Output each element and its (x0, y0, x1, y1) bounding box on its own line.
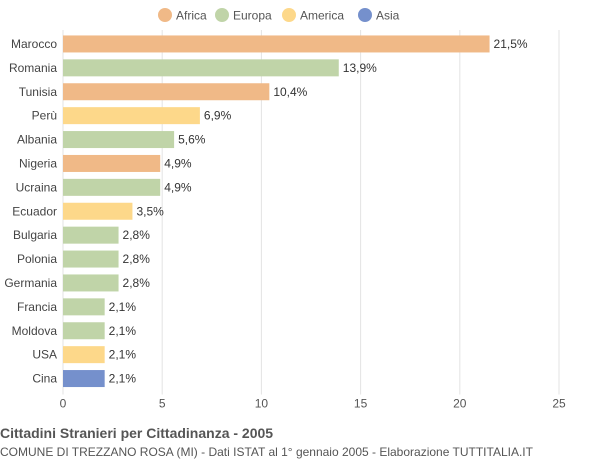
legend-swatch (158, 8, 172, 22)
bar-row-marocco: Marocco 21,5% (11, 35, 528, 53)
bar-row-nigeria: Nigeria 4,9% (19, 154, 192, 172)
legend-item-africa: Africa (158, 8, 207, 23)
category-label: Nigeria (19, 156, 57, 170)
value-label: 4,9% (164, 180, 192, 194)
category-label: USA (32, 348, 57, 362)
bar-row-moldova: Moldova 2,1% (12, 322, 137, 340)
category-label: Tunisia (19, 85, 58, 99)
bar-row-peru: Perù 6,9% (32, 107, 232, 125)
bar (63, 131, 175, 149)
category-label: Ecuador (12, 204, 57, 218)
bar-row-francia: Francia 2,1% (17, 298, 137, 316)
x-tick-label: 20 (453, 397, 467, 411)
bar (63, 370, 105, 388)
value-label: 2,8% (123, 252, 151, 266)
legend-swatch (282, 8, 296, 22)
value-label: 21,5% (494, 37, 528, 51)
bar-row-ucraina: Ucraina 4,9% (16, 178, 192, 196)
bar (63, 202, 133, 220)
value-label: 2,1% (109, 348, 137, 362)
bar (63, 154, 161, 172)
bar-row-polonia: Polonia 2,8% (17, 250, 151, 268)
x-tick-label: 25 (552, 397, 566, 411)
bar-row-usa: USA 2,1% (32, 346, 137, 364)
value-label: 5,6% (178, 133, 206, 147)
category-label: Marocco (11, 37, 57, 51)
chart-subtitle: COMUNE DI TREZZANO ROSA (MI) - Dati ISTA… (0, 445, 533, 459)
value-label: 6,9% (204, 109, 232, 123)
category-label: Germania (4, 276, 57, 290)
bar-row-cina: Cina 2,1% (32, 370, 137, 388)
legend-item-asia: Asia (358, 8, 400, 23)
value-label: 13,9% (343, 61, 377, 75)
x-tick-label: 10 (255, 397, 269, 411)
bar (63, 274, 119, 292)
category-label: Moldova (12, 324, 58, 338)
bar (63, 178, 161, 196)
bar-row-bulgaria: Bulgaria 2,8% (13, 226, 151, 244)
bar (63, 83, 270, 101)
legend-swatch (358, 8, 372, 22)
chart-title: Cittadini Stranieri per Cittadinanza - 2… (0, 425, 274, 441)
category-label: Polonia (17, 252, 57, 266)
category-label: Romania (9, 61, 57, 75)
legend: Africa Europa America Asia (158, 8, 400, 23)
bar-row-albania: Albania 5,6% (17, 131, 206, 149)
value-label: 2,8% (123, 228, 151, 242)
bar-row-romania: Romania 13,9% (9, 59, 377, 77)
bar (63, 322, 105, 340)
category-label: Perù (32, 109, 57, 123)
value-label: 3,5% (136, 204, 164, 218)
category-label: Francia (17, 300, 57, 314)
category-label: Ucraina (16, 180, 58, 194)
bar (63, 59, 339, 77)
legend-label: America (300, 9, 344, 23)
bar-row-tunisia: Tunisia 10,4% (19, 83, 308, 101)
value-label: 4,9% (164, 156, 192, 170)
x-axis: 0 5 10 15 20 25 (60, 397, 566, 411)
x-tick-label: 5 (159, 397, 166, 411)
bar-row-ecuador: Ecuador 3,5% (12, 202, 164, 220)
category-label: Cina (32, 372, 57, 386)
value-label: 2,1% (109, 300, 137, 314)
x-tick-label: 0 (60, 397, 67, 411)
bar (63, 346, 105, 364)
bar (63, 298, 105, 316)
bar-row-germania: Germania 2,8% (4, 274, 151, 292)
legend-swatch (215, 8, 229, 22)
bar-chart: Africa Europa America Asia Marocco 21,5% Roma… (4, 8, 566, 411)
bar (63, 35, 490, 53)
bar (63, 226, 119, 244)
category-label: Bulgaria (13, 228, 57, 242)
value-label: 2,1% (109, 324, 137, 338)
legend-label: Asia (376, 9, 400, 23)
bars: Marocco 21,5% Romania 13,9% Tunisia 10,4% Perù… (4, 35, 528, 388)
value-label: 2,1% (109, 372, 137, 386)
bar (63, 250, 119, 268)
legend-label: Europa (233, 9, 272, 23)
value-label: 10,4% (273, 85, 307, 99)
bar (63, 107, 200, 125)
value-label: 2,8% (123, 276, 151, 290)
legend-item-europa: Europa (215, 8, 272, 23)
category-label: Albania (17, 133, 57, 147)
x-tick-label: 15 (354, 397, 368, 411)
legend-label: Africa (176, 9, 207, 23)
legend-item-america: America (282, 8, 344, 23)
